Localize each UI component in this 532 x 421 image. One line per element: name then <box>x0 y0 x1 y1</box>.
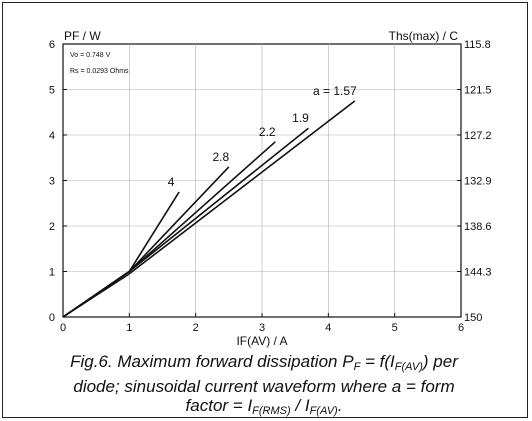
y-axis-title-right: Ths(max) / C <box>389 29 459 43</box>
series-line <box>62 100 356 318</box>
caption-subscript: F(RMS) <box>252 405 291 417</box>
annotation-vo: Vo = 0.748 V <box>70 52 111 59</box>
y-tick-label-left: 2 <box>49 221 55 233</box>
x-tick-label: 2 <box>193 322 199 334</box>
caption-line-1: Fig.6. Maximum forward dissipation PF = … <box>14 352 514 377</box>
y-tick-label-right: 144.3 <box>464 267 492 279</box>
x-tick-label: 4 <box>325 322 331 334</box>
caption-line-2: diode; sinusoidal current waveform where… <box>73 377 455 396</box>
y-tick-label-left: 3 <box>49 176 55 188</box>
series-label: 1.9 <box>292 111 309 125</box>
series-label: 4 <box>168 175 175 189</box>
caption-text: = f(I <box>360 352 395 371</box>
series-label: 2.8 <box>212 150 229 164</box>
figure-frame <box>2 2 528 418</box>
x-tick-label: 3 <box>259 322 265 334</box>
y-tick-label-right: 121.5 <box>464 85 492 97</box>
caption-subscript: F <box>353 361 361 373</box>
y-tick-label-right: 138.6 <box>464 221 492 233</box>
caption-subscript: F(AV) <box>394 361 423 373</box>
y-tick-label-right: 150 <box>464 312 482 324</box>
chart: 0 1 2 3 4 5 60123456150144.3138.6132.9127.2121… <box>49 29 492 348</box>
y-tick-label-left: 5 <box>49 85 55 97</box>
caption-text: factor = I <box>185 396 253 415</box>
y-axis-title-left: PF / W <box>64 29 101 43</box>
grid <box>63 44 461 317</box>
y-tick-label-right: 115.8 <box>464 39 491 51</box>
y-tick-label-left: 4 <box>49 130 55 142</box>
y-tick-label-left: 1 <box>49 267 55 279</box>
caption-text: Fig.6. Maximum forward dissipation P <box>70 352 354 371</box>
x-tick-label: 6 <box>458 322 464 334</box>
y-tick-label-right: 127.2 <box>464 130 492 142</box>
ticks: 0 1 2 3 4 5 60123456150144.3138.6132.9127.2121… <box>49 39 492 334</box>
series-label: 2.2 <box>259 125 276 139</box>
caption-text: ) per <box>422 352 458 371</box>
figure-caption: Fig.6. Maximum forward dissipation PF = … <box>14 352 514 421</box>
caption-text: / I <box>290 396 310 415</box>
x-tick-label: 1 <box>126 322 132 334</box>
series-label: a = 1.57 <box>313 84 357 98</box>
caption-line-3: factor = IF(RMS) / IF(AV). <box>14 396 514 421</box>
x-axis-title: IF(AV) / A <box>236 334 287 348</box>
annotation-rs: Rs = 0.0293 Ohms <box>70 68 129 75</box>
x-tick-label: 5 <box>392 322 398 334</box>
x-tick-label: 0 <box>60 322 66 334</box>
y-tick-label-right: 132.9 <box>464 176 492 188</box>
series-lines: 4 2.8 2.2 1.9 a = 1.57 <box>62 84 357 318</box>
y-tick-label-left: 6 <box>49 39 55 51</box>
y-tick-label-left: 0 <box>49 312 55 324</box>
caption-text: . <box>337 396 343 415</box>
caption-subscript: F(AV) <box>309 405 338 417</box>
